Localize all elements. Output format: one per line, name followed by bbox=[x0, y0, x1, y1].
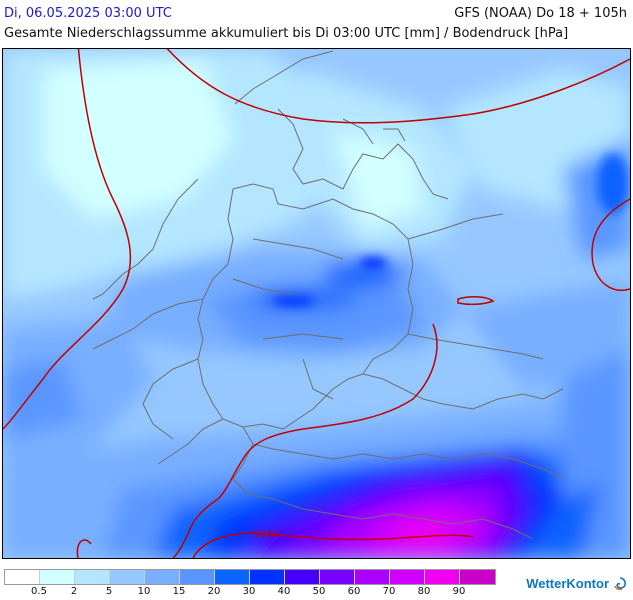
country-borders bbox=[92, 50, 564, 540]
isobar-south bbox=[76, 532, 474, 558]
legend-swatch bbox=[215, 570, 250, 584]
legend-threshold-label: 40 bbox=[277, 586, 291, 597]
legend-threshold-label: 90 bbox=[452, 586, 466, 597]
brand-name: WetterKontor bbox=[526, 576, 609, 591]
isobar-north bbox=[166, 49, 630, 124]
legend-swatch bbox=[180, 570, 215, 584]
legend-swatch bbox=[425, 570, 460, 584]
legend-threshold-label: 50 bbox=[312, 586, 326, 597]
isobar-center bbox=[172, 323, 438, 558]
legend-swatch bbox=[110, 570, 145, 584]
legend-threshold-label: 10 bbox=[137, 586, 151, 597]
brand-logo: WetterKontor bbox=[526, 576, 627, 591]
legend-swatch bbox=[40, 570, 75, 584]
legend-swatch bbox=[355, 570, 390, 584]
precipitation-map: 1010 bbox=[2, 48, 631, 559]
isobar-loop bbox=[457, 296, 495, 306]
legend-swatch bbox=[5, 570, 40, 584]
map-subtitle: Gesamte Niederschlagssumme akkumuliert b… bbox=[4, 26, 569, 41]
legend-threshold-label: 20 bbox=[207, 586, 221, 597]
legend-threshold-label: 0.5 bbox=[31, 586, 47, 597]
legend-threshold-label: 80 bbox=[417, 586, 431, 597]
precip-legend-labels: 0.5 2 5 10 15 20 30 40 50 60 70 80 90 bbox=[4, 586, 504, 598]
brand-swirl-icon bbox=[614, 576, 626, 590]
isobar-east bbox=[591, 198, 630, 291]
valid-time: Di, 06.05.2025 03:00 UTC bbox=[4, 6, 172, 21]
legend-threshold-label: 5 bbox=[105, 586, 113, 597]
legend-swatch bbox=[320, 570, 355, 584]
legend-threshold-label: 15 bbox=[172, 586, 186, 597]
precip-legend bbox=[4, 569, 496, 585]
legend-threshold-label: 60 bbox=[347, 586, 361, 597]
legend-swatch bbox=[285, 570, 320, 584]
legend-swatch bbox=[75, 570, 110, 584]
legend-swatch bbox=[145, 570, 180, 584]
legend-threshold-label: 2 bbox=[70, 586, 78, 597]
legend-swatch bbox=[250, 570, 285, 584]
legend-swatch bbox=[390, 570, 425, 584]
legend-threshold-label: 70 bbox=[382, 586, 396, 597]
isobar-west bbox=[3, 49, 132, 430]
legend-threshold-label: 30 bbox=[242, 586, 256, 597]
legend-swatch bbox=[460, 570, 495, 584]
isobar-label: 1010 bbox=[253, 529, 278, 540]
isobars bbox=[3, 49, 630, 558]
model-run: GFS (NOAA) Do 18 + 105h bbox=[454, 6, 627, 21]
